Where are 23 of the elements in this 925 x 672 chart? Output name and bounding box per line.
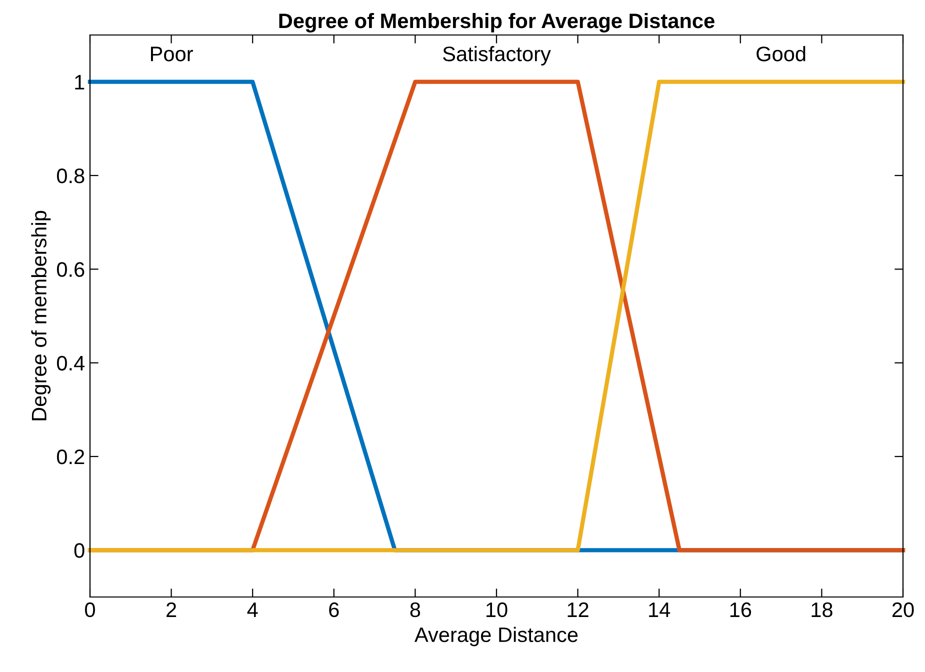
y-tick-label: 0.2 [56,450,84,464]
x-tick-label: 2 [166,602,176,617]
y-tick-label: 0 [74,543,84,558]
x-tick-label: 0 [85,602,95,618]
x-tick-label: 8 [410,602,420,618]
x-axis-title: Average Distance [414,626,578,646]
y-tick-label: 0.4 [56,356,85,371]
x-tick-label: 4 [247,602,258,617]
x-tick-label: 14 [649,602,670,617]
chart-title: Degree of Membership for Average Distance [279,12,714,32]
series-label: Good [756,46,806,62]
series-label: Satisfactory [443,46,551,66]
series-label: Poor [151,46,193,62]
y-tick-label: 0.8 [56,168,84,184]
x-tick-label: 20 [892,602,914,618]
x-tick-label: 6 [329,602,339,618]
y-tick-label: 0.6 [56,262,84,277]
y-axis-title: Degree of membership [31,210,51,420]
x-tick-label: 12 [568,602,588,617]
x-tick-label: 10 [486,602,508,618]
x-tick-label: 18 [812,602,832,618]
x-tick-label: 16 [730,602,752,618]
y-tick-label: 1 [75,75,84,90]
